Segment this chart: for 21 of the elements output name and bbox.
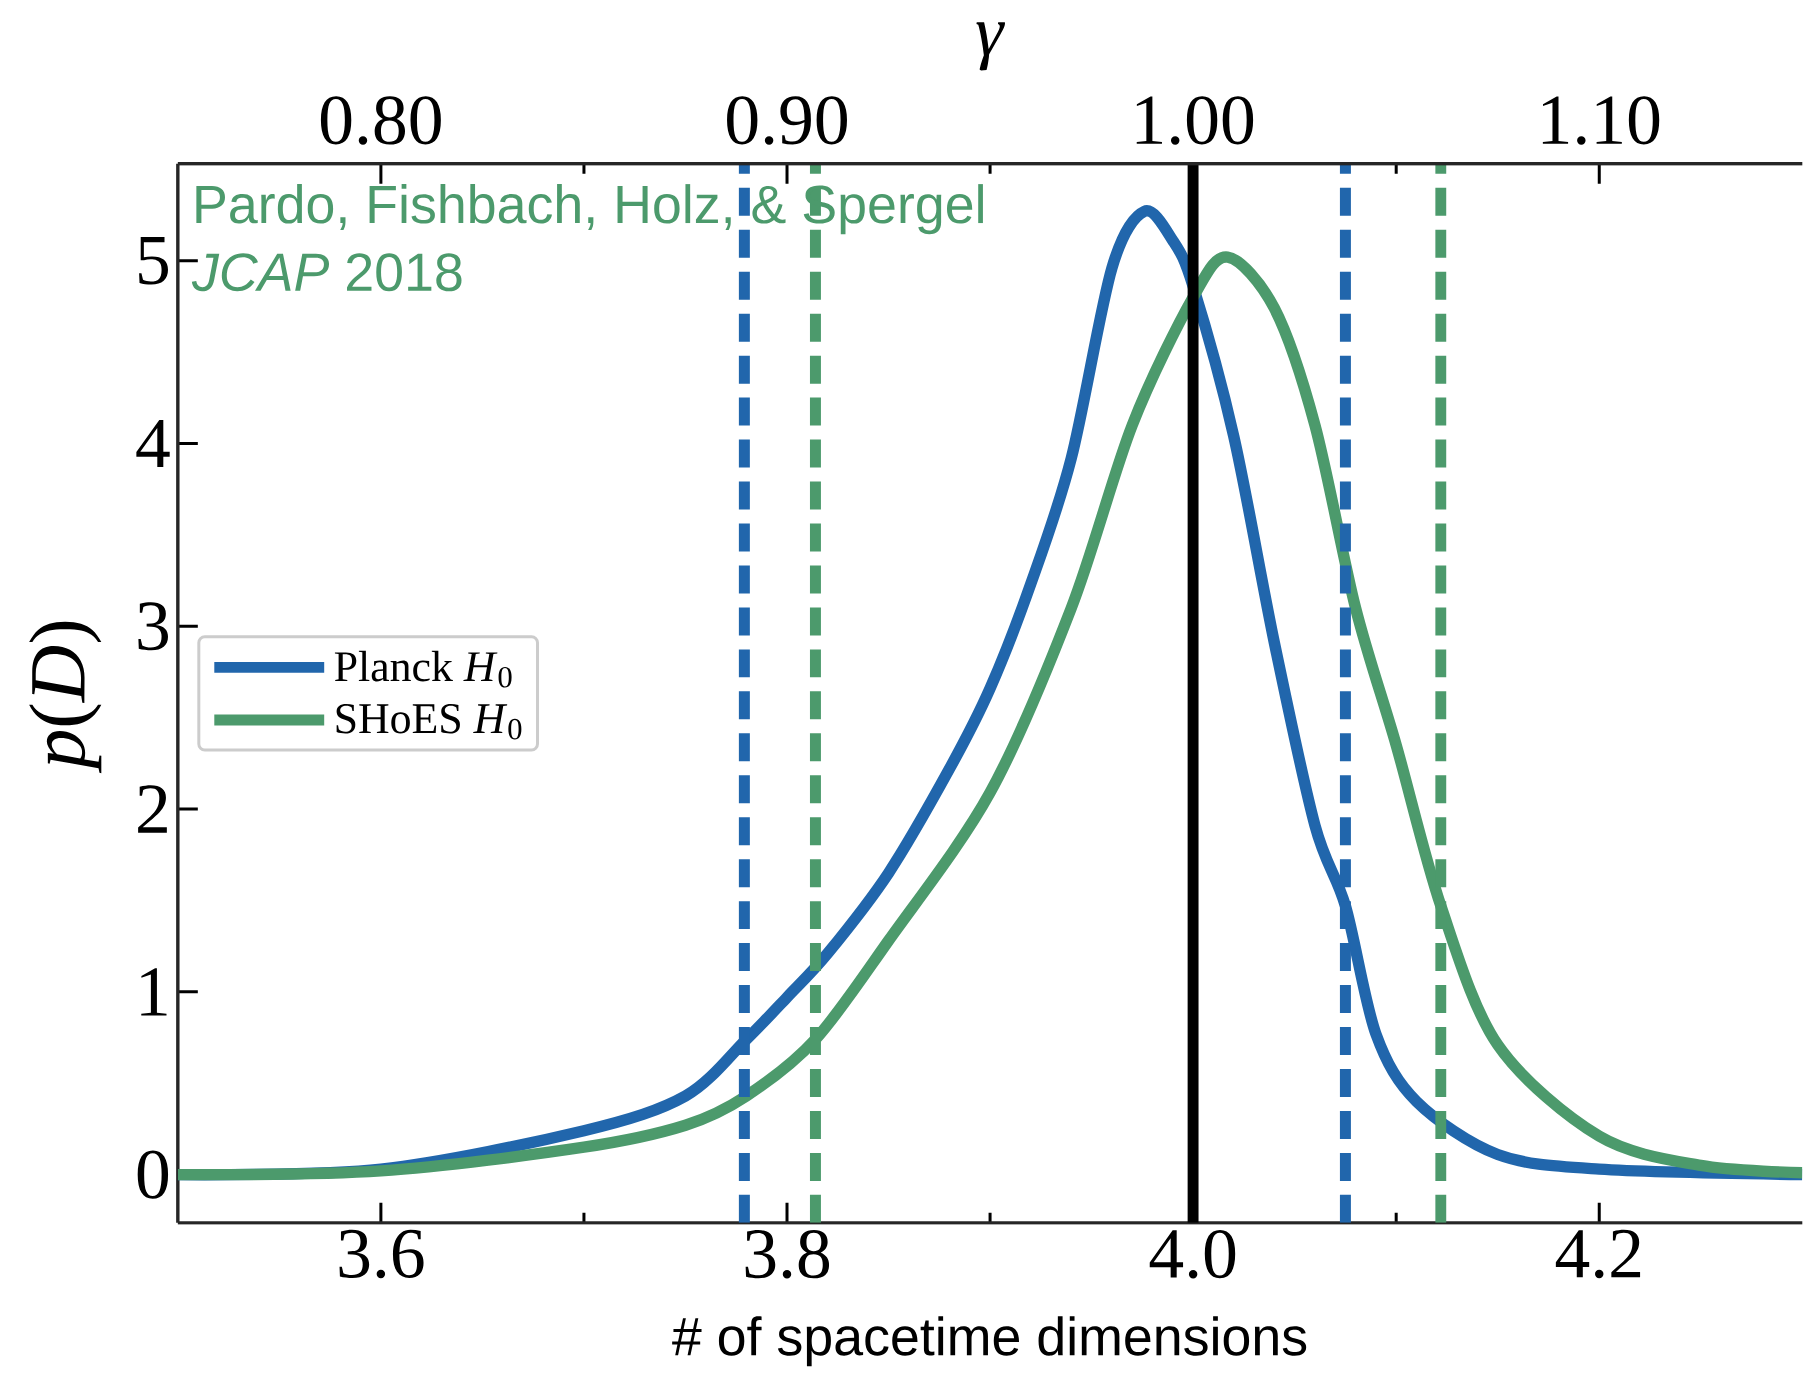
- x2-tick-label: 0.90: [727, 96, 847, 145]
- x2-tick-label: 1.10: [1542, 96, 1660, 145]
- x2-tick-label: 1.00: [1136, 96, 1254, 145]
- x2-tick-label: 0.80: [320, 96, 441, 145]
- y-tick-label: 5: [139, 237, 168, 285]
- legend-label: Planck H$_{0}$: [334, 650, 512, 688]
- legend-label: SHoES H$_{0}$: [336, 704, 522, 740]
- x-tick-label: 4.2: [1555, 1230, 1641, 1279]
- annotation: Pardo, Fishbach, Holz, & Spergel: [196, 184, 983, 235]
- x-tick-label: 4.0: [1149, 1230, 1236, 1279]
- y-tick-label: 1: [141, 968, 167, 1016]
- x-axis-title: # of spacetime dimensions: [672, 1316, 1307, 1367]
- x-tick-label: 3.8: [745, 1230, 830, 1279]
- y-tick-label: 0: [137, 1150, 169, 1199]
- y-tick-label: 3: [138, 602, 168, 651]
- x-tick-label: 3.6: [339, 1230, 424, 1279]
- y-tick-label: 4: [136, 420, 170, 468]
- y-axis-title: p(D): [29, 621, 102, 774]
- annotation: JCAP 2018: [191, 253, 462, 292]
- y-tick-label: 2: [138, 785, 167, 833]
- x2-axis-title: γ: [976, 22, 1005, 71]
